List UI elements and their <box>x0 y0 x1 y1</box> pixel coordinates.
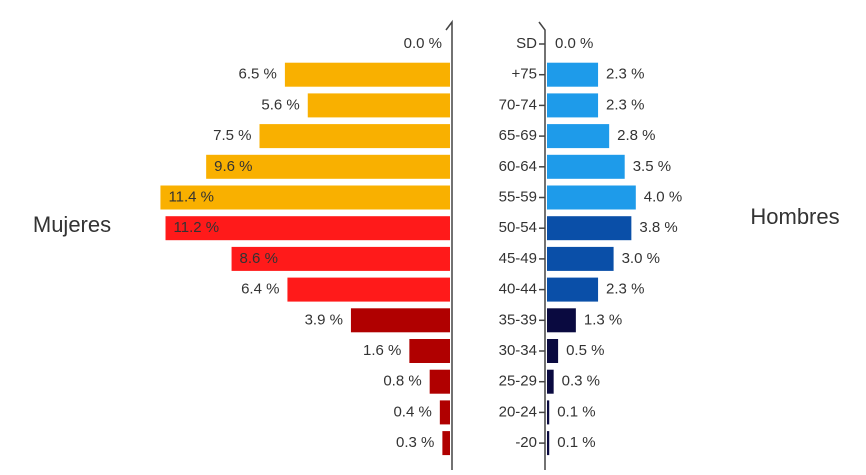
value-label: 11.4 % <box>168 188 214 205</box>
value-label: 7.5 % <box>213 127 251 144</box>
value-label: 1.3 % <box>584 311 622 328</box>
value-label: 0.3 % <box>396 434 434 451</box>
category-label: -20 <box>515 434 537 451</box>
bar <box>259 124 450 149</box>
bar <box>439 400 450 425</box>
value-label: 0.0 % <box>404 35 442 52</box>
category-label: SD <box>516 35 537 52</box>
bar <box>307 93 450 118</box>
category-label: +75 <box>512 66 537 83</box>
bar <box>429 369 450 394</box>
bar <box>547 400 550 425</box>
value-label: 0.4 % <box>393 403 431 420</box>
bar <box>547 369 554 394</box>
category-label: 40-44 <box>499 281 537 298</box>
value-label: 3.8 % <box>639 219 677 236</box>
value-label: 0.5 % <box>566 342 604 359</box>
value-label: 2.3 % <box>606 281 644 298</box>
bar <box>206 154 450 179</box>
value-label: 1.6 % <box>363 342 401 359</box>
value-label: 3.5 % <box>633 158 671 175</box>
bar <box>547 185 636 210</box>
bar <box>442 431 450 456</box>
category-label: 70-74 <box>499 96 537 113</box>
category-label: 50-54 <box>499 219 537 236</box>
value-label: 0.0 % <box>555 35 593 52</box>
value-label: 11.2 % <box>174 219 220 236</box>
value-label: 3.9 % <box>305 311 343 328</box>
value-label: 4.0 % <box>644 188 682 205</box>
value-label: 9.6 % <box>214 158 252 175</box>
bar <box>231 246 450 271</box>
value-label: 8.6 % <box>240 250 278 267</box>
value-label: 0.8 % <box>383 373 421 390</box>
left-axis <box>445 19 453 470</box>
bar <box>547 431 550 456</box>
right-axis <box>538 21 546 470</box>
bar <box>547 216 632 241</box>
value-label: 5.6 % <box>261 96 299 113</box>
category-label: 35-39 <box>499 311 537 328</box>
series-label: Hombres <box>750 204 839 229</box>
category-label: 30-34 <box>499 342 537 359</box>
bar <box>547 62 599 87</box>
bar <box>547 246 614 271</box>
bar <box>409 339 450 363</box>
bar <box>547 124 610 149</box>
value-label: 6.4 % <box>241 281 279 298</box>
bar <box>547 277 599 302</box>
value-label: 2.8 % <box>617 127 655 144</box>
series-label: Mujeres <box>33 212 111 237</box>
category-label: 60-64 <box>499 158 537 175</box>
bar <box>547 308 576 333</box>
value-label: 0.3 % <box>562 373 600 390</box>
value-label: 0.1 % <box>557 434 595 451</box>
category-label: 25-29 <box>499 373 537 390</box>
category-label: 55-59 <box>499 188 537 205</box>
category-label: 45-49 <box>499 250 537 267</box>
bar <box>547 154 625 179</box>
value-label: 2.3 % <box>606 96 644 113</box>
value-label: 3.0 % <box>622 250 660 267</box>
bar <box>284 62 450 87</box>
bar <box>350 308 450 333</box>
category-label: 20-24 <box>499 403 537 420</box>
bar <box>165 216 450 241</box>
bar <box>160 185 450 210</box>
bar <box>547 339 559 363</box>
bar <box>287 277 450 302</box>
value-label: 0.1 % <box>557 403 595 420</box>
bar <box>547 93 599 118</box>
category-label: 65-69 <box>499 127 537 144</box>
value-label: 6.5 % <box>239 66 277 83</box>
value-label: 2.3 % <box>606 66 644 83</box>
